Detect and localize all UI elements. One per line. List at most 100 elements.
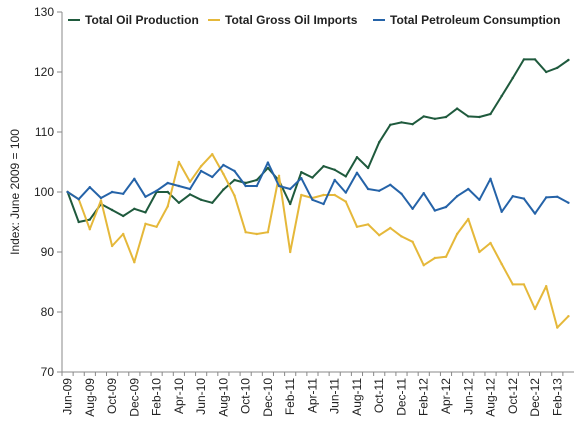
data-point bbox=[511, 195, 514, 198]
data-point bbox=[177, 201, 181, 204]
data-point bbox=[433, 117, 437, 121]
data-point bbox=[422, 192, 425, 195]
data-point bbox=[366, 223, 370, 226]
data-point bbox=[277, 184, 281, 188]
x-tick-label: Aug-10 bbox=[216, 378, 230, 417]
y-axis-title: Index: June 2009 = 100 bbox=[8, 129, 22, 255]
series-1 bbox=[66, 153, 570, 329]
series-line bbox=[67, 153, 570, 329]
data-point bbox=[211, 175, 214, 179]
y-tick-label: 70 bbox=[41, 365, 55, 379]
data-point bbox=[188, 187, 192, 191]
x-tick-label: Dec-10 bbox=[261, 378, 275, 417]
series-2 bbox=[66, 161, 570, 215]
x-tick-label: Oct-09 bbox=[105, 378, 119, 414]
data-point bbox=[500, 94, 503, 98]
data-point bbox=[344, 175, 348, 178]
data-point bbox=[489, 177, 492, 180]
data-point bbox=[88, 228, 92, 231]
data-point bbox=[522, 58, 526, 61]
data-point bbox=[177, 160, 181, 164]
data-point bbox=[355, 225, 359, 228]
data-point bbox=[455, 107, 459, 110]
x-tick-label: Dec-09 bbox=[127, 378, 141, 417]
data-point bbox=[300, 193, 303, 197]
y-tick-label: 80 bbox=[41, 305, 55, 319]
data-point bbox=[522, 197, 526, 200]
data-point bbox=[366, 187, 370, 191]
data-point bbox=[99, 199, 103, 202]
legend-label: Total Oil Production bbox=[85, 13, 199, 27]
data-point bbox=[122, 232, 125, 236]
data-point bbox=[166, 190, 169, 194]
data-point bbox=[311, 176, 314, 179]
x-tick-label: Oct-10 bbox=[239, 378, 253, 414]
data-point bbox=[400, 235, 403, 238]
data-point bbox=[422, 264, 425, 267]
data-point bbox=[433, 256, 437, 260]
data-point bbox=[166, 181, 169, 185]
data-point bbox=[144, 195, 147, 198]
x-tick-label: Dec-12 bbox=[528, 378, 542, 417]
data-point bbox=[288, 202, 292, 206]
data-point bbox=[433, 209, 437, 212]
series-layer bbox=[66, 58, 570, 329]
x-tick-label: Jun-12 bbox=[461, 378, 475, 415]
data-point bbox=[355, 171, 359, 174]
data-point bbox=[144, 211, 147, 214]
data-point bbox=[133, 177, 136, 180]
data-point bbox=[544, 285, 548, 288]
legend-label: Total Petroleum Consumption bbox=[390, 13, 560, 27]
data-point bbox=[300, 171, 303, 174]
series-line bbox=[66, 58, 569, 223]
data-point bbox=[233, 194, 236, 197]
x-tick-label: Aug-11 bbox=[350, 378, 364, 416]
data-point bbox=[233, 169, 236, 173]
data-point bbox=[556, 195, 559, 198]
data-point bbox=[110, 190, 114, 194]
data-point bbox=[411, 207, 414, 210]
data-point bbox=[522, 283, 526, 286]
data-point bbox=[567, 201, 570, 204]
data-point bbox=[333, 193, 336, 197]
x-tick-label: Feb-12 bbox=[417, 378, 431, 416]
data-point bbox=[288, 250, 292, 254]
data-point bbox=[544, 196, 548, 199]
data-point bbox=[199, 169, 203, 173]
data-point bbox=[344, 200, 348, 203]
data-point bbox=[133, 261, 136, 264]
x-tick-label: Aug-09 bbox=[83, 378, 97, 417]
data-point bbox=[355, 156, 359, 159]
x-tick-label: Jun-09 bbox=[61, 378, 75, 415]
x-tick-label: Apr-11 bbox=[305, 378, 319, 413]
data-point bbox=[478, 115, 481, 119]
data-point bbox=[199, 165, 203, 168]
data-point bbox=[110, 244, 114, 248]
data-point bbox=[489, 112, 492, 116]
data-point bbox=[255, 232, 258, 236]
data-point bbox=[222, 163, 225, 167]
y-tick-label: 130 bbox=[34, 5, 54, 19]
data-point bbox=[500, 262, 503, 266]
y-axis: 70 80 90 100 110 120 130 bbox=[34, 5, 63, 379]
data-point bbox=[133, 207, 136, 210]
data-point bbox=[556, 66, 559, 70]
y-tick-label: 110 bbox=[35, 125, 54, 139]
data-point bbox=[467, 115, 470, 118]
data-point bbox=[155, 189, 158, 192]
data-point bbox=[244, 231, 247, 234]
data-point bbox=[211, 201, 214, 204]
data-point bbox=[411, 240, 414, 243]
data-point bbox=[266, 231, 270, 234]
data-point bbox=[222, 188, 225, 191]
data-point bbox=[177, 184, 181, 188]
data-point bbox=[444, 115, 448, 119]
x-tick-label: Oct-12 bbox=[506, 378, 520, 414]
data-point bbox=[533, 58, 537, 61]
data-point bbox=[389, 183, 392, 186]
series-0 bbox=[66, 58, 570, 224]
data-point bbox=[400, 121, 403, 124]
data-point bbox=[500, 210, 503, 213]
x-tick-label: Aug-12 bbox=[484, 378, 498, 417]
